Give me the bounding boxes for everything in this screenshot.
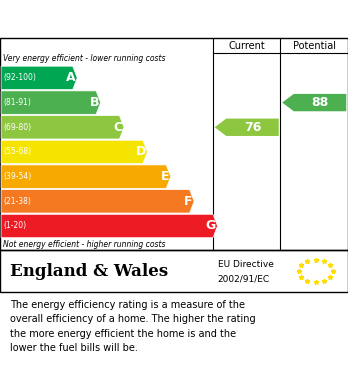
Text: B: B	[89, 96, 99, 109]
Text: (92-100): (92-100)	[4, 74, 37, 83]
Text: (55-68): (55-68)	[4, 147, 32, 156]
Polygon shape	[1, 66, 77, 90]
Text: Not energy efficient - higher running costs: Not energy efficient - higher running co…	[3, 240, 166, 249]
Text: (1-20): (1-20)	[4, 221, 27, 231]
Text: F: F	[184, 195, 192, 208]
Text: Current: Current	[228, 41, 265, 50]
Polygon shape	[1, 91, 101, 114]
Text: 2002/91/EC: 2002/91/EC	[218, 274, 270, 283]
Text: England & Wales: England & Wales	[10, 262, 168, 280]
Text: (69-80): (69-80)	[4, 123, 32, 132]
Polygon shape	[1, 116, 124, 139]
Text: Energy Efficiency Rating: Energy Efficiency Rating	[10, 11, 220, 27]
Text: (81-91): (81-91)	[4, 98, 32, 107]
Text: E: E	[160, 170, 169, 183]
Text: G: G	[206, 219, 216, 233]
Polygon shape	[282, 94, 346, 111]
Text: 76: 76	[244, 121, 261, 134]
Text: (21-38): (21-38)	[4, 197, 32, 206]
Polygon shape	[1, 190, 194, 213]
Polygon shape	[215, 118, 279, 136]
Text: C: C	[113, 121, 122, 134]
Text: Potential: Potential	[293, 41, 336, 50]
Text: (39-54): (39-54)	[4, 172, 32, 181]
Text: A: A	[66, 72, 76, 84]
Polygon shape	[1, 214, 218, 238]
Text: EU Directive: EU Directive	[218, 260, 274, 269]
Text: Very energy efficient - lower running costs: Very energy efficient - lower running co…	[3, 54, 166, 63]
Text: D: D	[135, 145, 145, 158]
Text: The energy efficiency rating is a measure of the
overall efficiency of a home. T: The energy efficiency rating is a measur…	[10, 300, 256, 353]
Text: 88: 88	[311, 96, 329, 109]
Polygon shape	[1, 165, 171, 188]
Polygon shape	[1, 140, 147, 164]
